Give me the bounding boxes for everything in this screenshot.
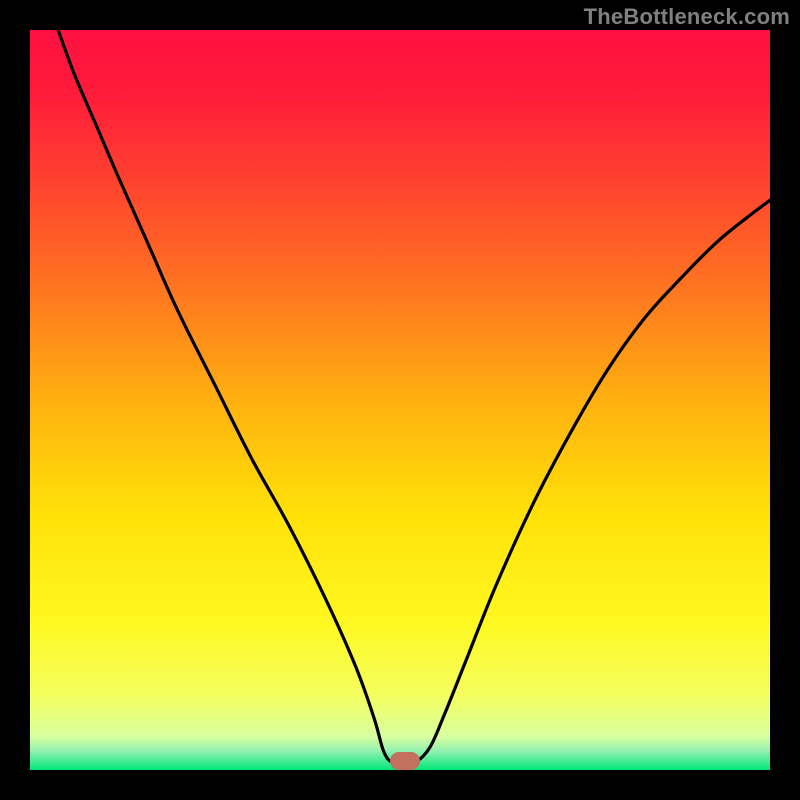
frame-left bbox=[0, 0, 30, 800]
frame-right bbox=[770, 0, 800, 800]
watermark-text: TheBottleneck.com bbox=[584, 4, 790, 30]
chart-stage: TheBottleneck.com bbox=[0, 0, 800, 800]
plot-background bbox=[30, 30, 770, 770]
sweet-spot-marker bbox=[390, 752, 420, 770]
bottleneck-chart bbox=[0, 0, 800, 800]
frame-bottom bbox=[0, 770, 800, 800]
